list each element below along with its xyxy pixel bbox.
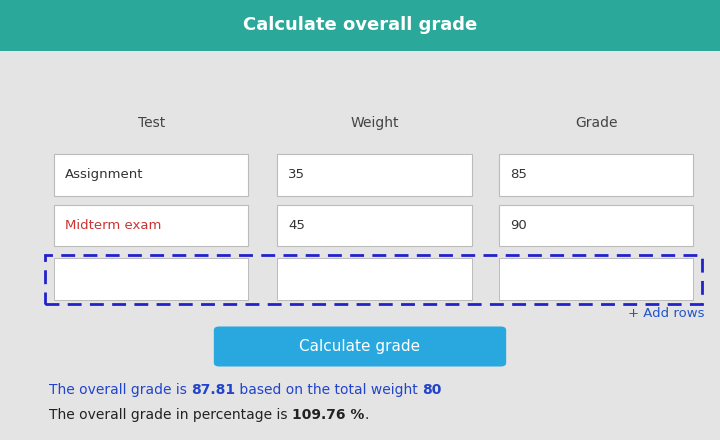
Text: Test: Test (138, 116, 165, 130)
Text: Grade: Grade (575, 116, 618, 130)
FancyBboxPatch shape (0, 0, 720, 51)
Text: The overall grade in percentage is: The overall grade in percentage is (49, 408, 292, 422)
Text: Calculate grade: Calculate grade (300, 339, 420, 354)
FancyBboxPatch shape (54, 154, 248, 196)
Text: based on the total weight: based on the total weight (235, 383, 423, 397)
Text: 90: 90 (510, 219, 526, 232)
FancyBboxPatch shape (277, 258, 472, 300)
Text: 45: 45 (288, 219, 305, 232)
Text: Calculate overall grade: Calculate overall grade (243, 16, 477, 34)
Text: 87.81: 87.81 (192, 383, 235, 397)
FancyBboxPatch shape (277, 205, 472, 246)
Text: Assignment: Assignment (65, 169, 143, 181)
FancyBboxPatch shape (499, 258, 693, 300)
Text: + Add rows: + Add rows (628, 307, 704, 320)
FancyBboxPatch shape (499, 154, 693, 196)
Text: 35: 35 (288, 169, 305, 181)
Text: Weight: Weight (350, 116, 399, 130)
FancyBboxPatch shape (54, 205, 248, 246)
Text: The overall grade is: The overall grade is (49, 383, 192, 397)
FancyBboxPatch shape (499, 205, 693, 246)
Text: Midterm exam: Midterm exam (65, 219, 161, 232)
Text: 109.76 %: 109.76 % (292, 408, 364, 422)
Text: 85: 85 (510, 169, 526, 181)
Text: 80: 80 (423, 383, 442, 397)
FancyBboxPatch shape (54, 258, 248, 300)
Text: .: . (364, 408, 369, 422)
FancyBboxPatch shape (277, 154, 472, 196)
FancyBboxPatch shape (214, 326, 506, 367)
